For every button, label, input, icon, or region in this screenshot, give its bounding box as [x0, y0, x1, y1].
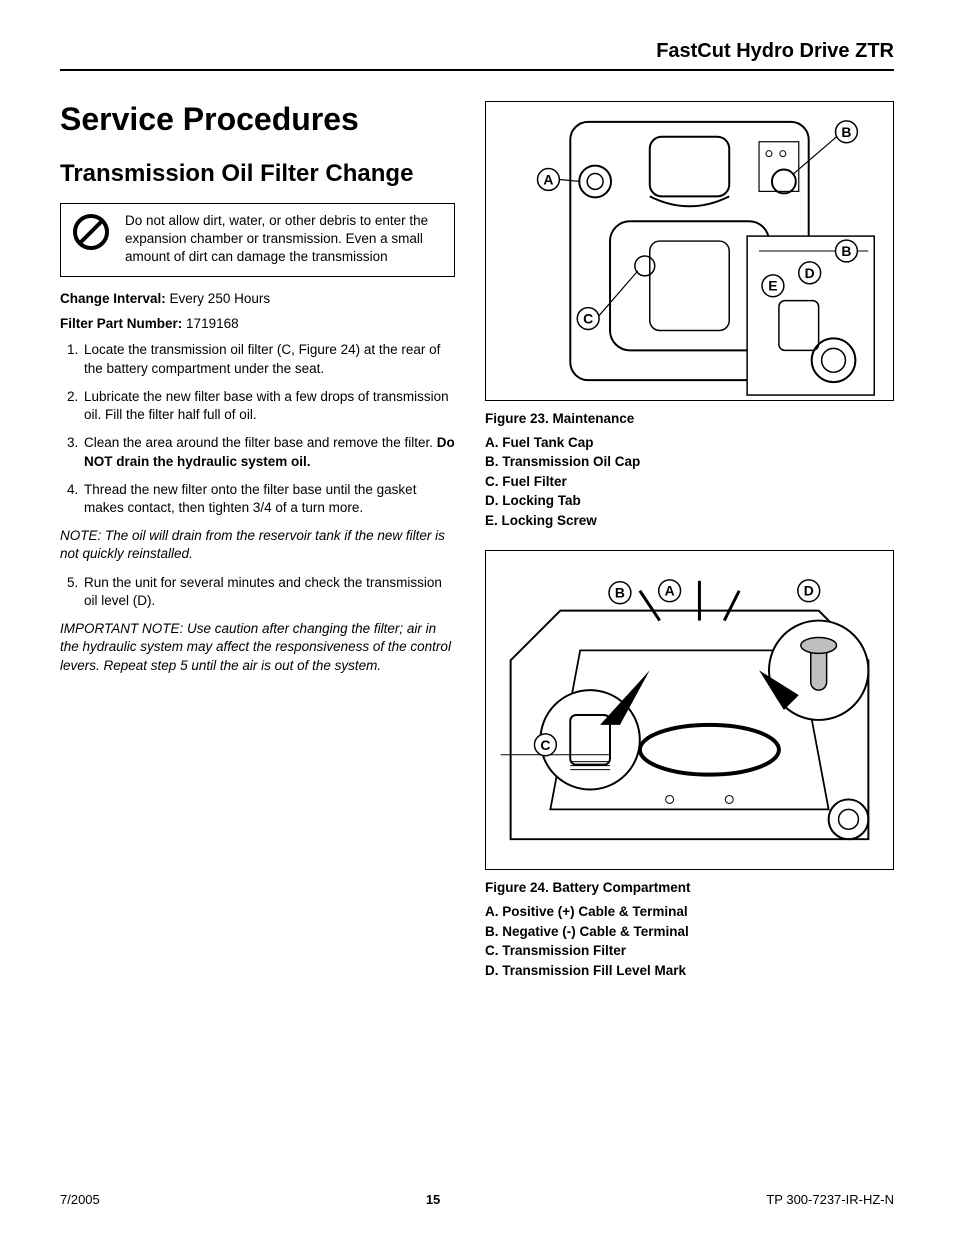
right-column: A B C B D E Figure 23. Maintena	[485, 101, 894, 980]
svg-text:D: D	[805, 265, 815, 281]
svg-text:A: A	[543, 171, 553, 187]
figure-23-legend-c: C. Fuel Filter	[485, 472, 894, 492]
svg-text:D: D	[804, 583, 814, 599]
figure-23-legend-b: B. Transmission Oil Cap	[485, 452, 894, 472]
page-header: FastCut Hydro Drive ZTR	[60, 40, 894, 71]
footer-date: 7/2005	[60, 1192, 100, 1207]
procedure-steps-cont: Run the unit for several minutes and che…	[60, 574, 455, 610]
step-4: Thread the new filter onto the filter ba…	[82, 481, 455, 517]
figure-23-legend-d: D. Locking Tab	[485, 491, 894, 511]
figure-24-legend-c: C. Transmission Filter	[485, 941, 894, 961]
figure-24-legend-d: D. Transmission Fill Level Mark	[485, 961, 894, 981]
step-3: Clean the area around the filter base an…	[82, 434, 455, 470]
step-5: Run the unit for several minutes and che…	[82, 574, 455, 610]
svg-text:A: A	[665, 583, 675, 599]
svg-text:C: C	[540, 737, 550, 753]
step-1: Locate the transmission oil filter (C, F…	[82, 341, 455, 377]
svg-text:B: B	[841, 124, 851, 140]
page-footer: 7/2005 15 TP 300-7237-IR-HZ-N	[60, 1192, 894, 1207]
important-note: IMPORTANT NOTE: Use caution after changi…	[60, 620, 455, 675]
caution-box: Do not allow dirt, water, or other debri…	[60, 203, 455, 278]
step-2: Lubricate the new filter base with a few…	[82, 388, 455, 424]
caution-text: Do not allow dirt, water, or other debri…	[125, 212, 444, 267]
figure-23-caption: Figure 23. Maintenance	[485, 409, 894, 429]
interval-label: Change Interval:	[60, 291, 166, 306]
figure-24-image: A B C D	[485, 550, 894, 870]
footer-doc: TP 300-7237-IR-HZ-N	[766, 1192, 894, 1207]
figure-23-legend-e: E. Locking Screw	[485, 511, 894, 531]
figure-24-legend-a: A. Positive (+) Cable & Terminal	[485, 902, 894, 922]
left-column: Service Procedures Transmission Oil Filt…	[60, 101, 455, 980]
svg-text:E: E	[768, 278, 777, 294]
page-title: Service Procedures	[60, 101, 455, 138]
figure-24-legend-b: B. Negative (-) Cable & Terminal	[485, 922, 894, 942]
prohibit-icon	[71, 212, 111, 252]
interval-value: Every 250 Hours	[170, 291, 271, 306]
section-title: Transmission Oil Filter Change	[60, 160, 455, 189]
step-3-text: Clean the area around the filter base an…	[84, 435, 437, 450]
content-columns: Service Procedures Transmission Oil Filt…	[60, 101, 894, 980]
figure-23-legend-a: A. Fuel Tank Cap	[485, 433, 894, 453]
part-label: Filter Part Number:	[60, 316, 182, 331]
part-value: 1719168	[186, 316, 239, 331]
figure-24-caption: Figure 24. Battery Compartment	[485, 878, 894, 898]
note-1: NOTE: The oil will drain from the reserv…	[60, 527, 455, 563]
svg-text:B: B	[841, 243, 851, 259]
svg-text:B: B	[615, 585, 625, 601]
footer-page: 15	[426, 1192, 440, 1207]
product-name: FastCut Hydro Drive ZTR	[656, 40, 894, 63]
change-interval: Change Interval: Every 250 Hours	[60, 291, 455, 306]
figure-23-image: A B C B D E	[485, 101, 894, 401]
svg-text:C: C	[583, 311, 593, 327]
procedure-steps: Locate the transmission oil filter (C, F…	[60, 341, 455, 517]
part-number: Filter Part Number: 1719168	[60, 316, 455, 331]
